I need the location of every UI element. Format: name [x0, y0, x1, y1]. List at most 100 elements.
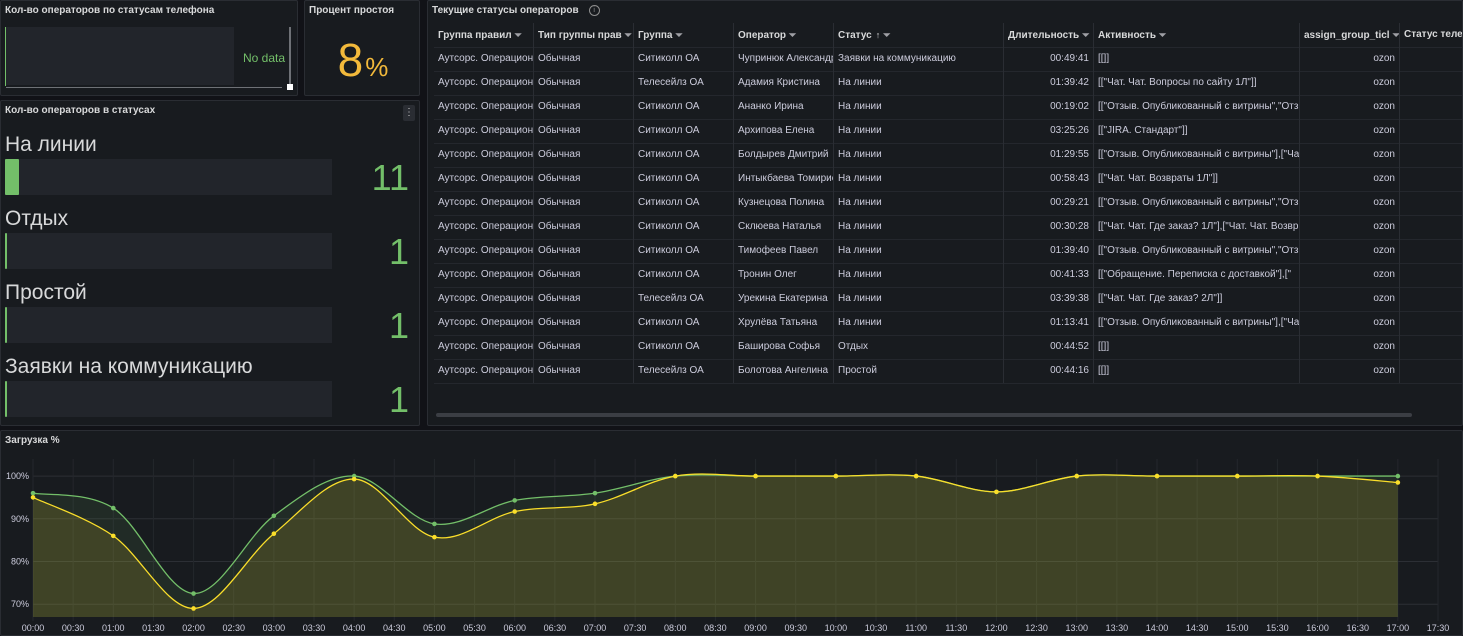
empty-bar-area [6, 27, 234, 85]
table-cell: 03:39:38 [1004, 287, 1094, 311]
info-icon[interactable]: i [588, 5, 600, 16]
x-tick-label: 12:00 [985, 623, 1008, 633]
filter-icon[interactable]: ⏷ [624, 30, 632, 40]
filter-icon[interactable]: ⏷ [1082, 30, 1090, 40]
y-tick-label: 90% [11, 514, 29, 524]
data-point [592, 490, 598, 496]
table-row[interactable]: Аутсорс. Операционн Обычная Ситиколл ОА Арх… [434, 119, 1462, 144]
x-tick-label: 13:30 [1106, 623, 1129, 633]
status-label: Заявки на коммуникацию [5, 355, 253, 378]
x-tick-label: 03:30 [303, 623, 326, 633]
table-cell [1400, 71, 1462, 95]
table-cell: Обычная [534, 119, 634, 143]
table-cell: Обычная [534, 215, 634, 239]
table-row[interactable]: Аутсорс. Операционн Обычная Ситиколл ОА Хру… [434, 311, 1462, 336]
table-row[interactable]: Аутсорс. Операционн Обычная Телесейлз ОА Бо… [434, 359, 1462, 384]
table-cell: Ситиколл ОА [634, 191, 734, 215]
data-point [1395, 473, 1401, 479]
x-tick-label: 15:00 [1226, 623, 1249, 633]
table-cell: 01:29:55 [1004, 143, 1094, 167]
data-point [30, 490, 36, 496]
table-cell: На линии [834, 263, 1004, 287]
sort-ascending-icon[interactable]: ↑ [875, 30, 881, 40]
filter-icon[interactable]: ⏷ [675, 30, 683, 40]
status-bar-fill [5, 307, 7, 343]
x-tick-label: 13:00 [1065, 623, 1088, 633]
table-cell: Хрулёва Татьяна [734, 311, 834, 335]
table-row[interactable]: Аутсорс. Операционн Обычная Ситиколл ОА Куз… [434, 191, 1462, 216]
column-header[interactable]: Статус теле [1400, 23, 1463, 47]
column-header[interactable]: Тип группы прав ⏷ [534, 23, 634, 47]
filter-icon[interactable]: ⏷ [514, 30, 522, 40]
x-tick-label: 16:30 [1346, 623, 1369, 633]
status-label: Отдых [5, 207, 69, 230]
table-cell: На линии [834, 167, 1004, 191]
table-row[interactable]: Аутсорс. Операционн Обычная Ситиколл ОА Чуп… [434, 47, 1462, 72]
column-header[interactable]: Группа правил ⏷ [434, 23, 534, 47]
x-tick-label: 14:00 [1146, 623, 1169, 633]
table-cell: Баширова Софья [734, 335, 834, 359]
status-value: 1 [388, 231, 409, 272]
table-cell: ozon [1300, 263, 1400, 287]
table-cell: Кузнецова Полина [734, 191, 834, 215]
filter-icon[interactable]: ⏷ [1392, 30, 1400, 40]
filter-icon[interactable]: ⏷ [1159, 30, 1167, 40]
table-row[interactable]: Аутсорс. Операционн Обычная Ситиколл ОА Тро… [434, 263, 1462, 288]
column-header[interactable]: Оператор ⏷ [734, 23, 834, 47]
table-row[interactable]: Аутсорс. Операционн Обычная Ситиколл ОА Баш… [434, 335, 1462, 360]
status-value: 1 [388, 379, 409, 420]
status-label: Простой [5, 281, 87, 304]
table-row[interactable]: Аутсорс. Операционн Обычная Телесейлз ОА Ур… [434, 287, 1462, 312]
x-tick-label: 11:00 [905, 623, 927, 633]
x-tick-label: 04:30 [383, 623, 406, 633]
status-bar-fill [5, 381, 7, 417]
column-header[interactable]: Статус ↑ ⏷ [834, 23, 1004, 47]
table-cell: ozon [1300, 335, 1400, 359]
filter-icon[interactable]: ⏷ [789, 30, 797, 40]
table-cell: Обычная [534, 95, 634, 119]
table-row[interactable]: Аутсорс. Операционн Обычная Ситиколл ОА Ана… [434, 95, 1462, 120]
x-tick-label: 15:30 [1266, 623, 1289, 633]
table-cell: 00:29:21 [1004, 191, 1094, 215]
table-cell: Болотова Ангелина [734, 359, 834, 383]
column-header-label: Группа правил [438, 30, 512, 41]
table-cell: 01:39:42 [1004, 71, 1094, 95]
panel-menu-icon[interactable]: ⋮ [403, 105, 415, 121]
column-header[interactable]: assign_group_ticl ⏷ [1300, 23, 1400, 47]
table-cell: На линии [834, 239, 1004, 263]
table-row[interactable]: Аутсорс. Операционн Обычная Телесейлз ОА Ад… [434, 71, 1462, 96]
table-cell [1400, 119, 1462, 143]
table-cell: [["Чат. Чат. Возвраты 1Л"]] [1094, 167, 1300, 191]
status-counts-panel: Кол-во операторов в статусах ⋮ На линии 1… [0, 100, 420, 426]
column-header-label: Длительность [1008, 30, 1080, 41]
horizontal-scrollbar[interactable] [436, 413, 1412, 417]
table-row[interactable]: Аутсорс. Операционн Обычная Ситиколл ОА Скл… [434, 215, 1462, 240]
idle-percent-panel: Процент простоя 8% [304, 0, 420, 96]
table-cell: Аутсорс. Операционн [434, 311, 534, 335]
table-cell: [[]] [1094, 47, 1300, 71]
table-cell: ozon [1300, 359, 1400, 383]
table-cell: Аутсорс. Операционн [434, 95, 534, 119]
data-point [110, 505, 116, 511]
stat-unit: % [365, 52, 389, 82]
status-label: На линии [5, 133, 97, 156]
filter-icon[interactable]: ⏷ [883, 30, 891, 40]
table-row[interactable]: Аутсорс. Операционн Обычная Ситиколл ОА Инт… [434, 167, 1462, 192]
table-cell: На линии [834, 95, 1004, 119]
panel-title: Загрузка % [5, 435, 60, 446]
column-header[interactable]: Активность ⏷ [1094, 23, 1300, 47]
table-row[interactable]: Аутсорс. Операционн Обычная Ситиколл ОА Бол… [434, 143, 1462, 168]
x-tick-label: 04:00 [343, 623, 366, 633]
resize-handle[interactable] [287, 84, 293, 90]
table-cell: Ситиколл ОА [634, 167, 734, 191]
table-cell: Ананко Ирина [734, 95, 834, 119]
data-point [432, 521, 437, 527]
column-header[interactable]: Длительность ⏷ [1004, 23, 1094, 47]
column-header[interactable]: Группа ⏷ [634, 23, 734, 47]
table-row[interactable]: Аутсорс. Операционн Обычная Ситиколл ОА Тим… [434, 239, 1462, 264]
column-header-label: Статус теле [1404, 29, 1463, 40]
table-cell: Аутсорс. Операционн [434, 47, 534, 71]
table-cell: Аутсорс. Операционн [434, 335, 534, 359]
x-tick-label: 05:00 [423, 623, 446, 633]
table-cell: Обычная [534, 335, 634, 359]
